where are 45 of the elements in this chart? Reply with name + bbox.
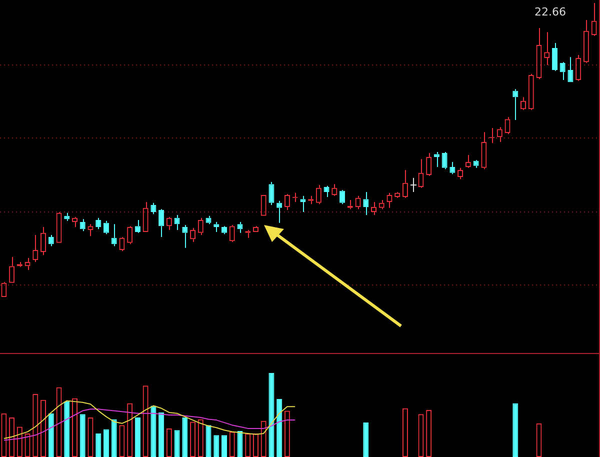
candlestick <box>182 224 188 248</box>
bar <box>150 406 156 457</box>
bar <box>103 429 109 457</box>
bar <box>182 418 188 457</box>
bar <box>111 419 117 457</box>
bar <box>206 425 212 457</box>
candlestick <box>206 215 212 225</box>
annotation: 22.66 <box>534 5 566 18</box>
bar <box>363 422 369 457</box>
candlestick <box>473 159 479 168</box>
candlestick <box>268 182 274 206</box>
bar <box>268 373 274 457</box>
bar <box>134 418 140 457</box>
candlestick <box>410 177 417 193</box>
bar <box>221 435 228 457</box>
candlestick <box>48 234 54 247</box>
candlestick <box>158 208 164 238</box>
candlestick <box>80 218 86 232</box>
bar <box>80 414 86 457</box>
candlestick <box>552 42 558 72</box>
candlestick <box>568 56 574 82</box>
candlestick <box>434 152 440 168</box>
bar <box>512 403 518 457</box>
bar <box>48 413 54 457</box>
candlestick <box>237 222 243 234</box>
bar <box>237 430 243 457</box>
candlestick <box>560 62 566 81</box>
candlestick <box>300 195 306 213</box>
candlestick <box>324 185 330 198</box>
candlestick <box>103 220 109 235</box>
candlestick <box>111 224 117 247</box>
candlestick <box>276 200 282 224</box>
bar <box>158 412 164 457</box>
candlestick <box>450 162 456 175</box>
candlestick <box>363 192 369 216</box>
candlestick <box>174 214 180 230</box>
bar <box>174 430 180 457</box>
bar <box>276 399 282 457</box>
candlestick <box>340 189 346 205</box>
bar <box>64 402 70 457</box>
candlestick <box>442 152 448 170</box>
candlestick <box>214 222 220 233</box>
bar <box>214 435 220 457</box>
candlestick <box>512 88 518 121</box>
bar <box>96 433 102 457</box>
